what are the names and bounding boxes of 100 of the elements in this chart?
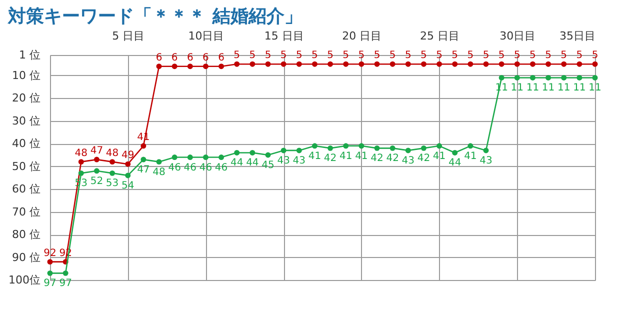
point: [250, 61, 256, 67]
point: [498, 61, 504, 67]
point: [374, 145, 380, 151]
point: [140, 156, 146, 162]
point: [296, 148, 302, 154]
data-label: 6: [202, 52, 209, 64]
data-label: 48: [74, 148, 88, 159]
point: [436, 61, 442, 67]
point: [483, 148, 489, 154]
point: [343, 61, 349, 67]
point: [561, 61, 567, 67]
data-label: 48: [152, 166, 166, 178]
data-label: 46: [168, 162, 181, 174]
point: [452, 150, 458, 156]
data-label: 5: [452, 50, 458, 62]
data-label: 11: [542, 82, 555, 94]
point: [405, 61, 411, 67]
data-label: 5: [327, 50, 334, 62]
data-label: 43: [402, 155, 415, 166]
point: [358, 61, 364, 67]
data-label: 48: [106, 148, 119, 159]
data-label: 11: [557, 82, 570, 94]
data-label: 97: [44, 278, 56, 290]
data-label: 5: [358, 50, 365, 62]
data-label: 46: [184, 162, 197, 174]
data-label: 6: [186, 52, 194, 64]
data-label: 5: [312, 50, 318, 62]
data-label: 41: [339, 150, 352, 162]
y-tick-label: 70 位: [12, 205, 40, 218]
data-label: 5: [530, 50, 536, 62]
data-label: 41: [308, 150, 322, 162]
data-label: 49: [121, 150, 134, 162]
point: [546, 74, 552, 80]
data-label: 5: [404, 50, 412, 62]
point: [452, 61, 458, 67]
point: [47, 270, 53, 276]
point: [110, 170, 116, 176]
x-tick-label: 30日目: [500, 30, 536, 42]
data-label: 5: [234, 50, 240, 62]
data-label: 5: [498, 50, 505, 62]
point: [576, 61, 582, 67]
data-label: 45: [262, 160, 274, 171]
point: [47, 259, 53, 265]
point: [296, 61, 302, 67]
chart-title: 対策キーワード「＊＊＊ 結婚紹介」: [7, 6, 302, 27]
point: [156, 64, 162, 70]
data-label: 46: [199, 162, 212, 174]
data-label: 5: [420, 50, 427, 62]
data-label: 5: [482, 50, 490, 62]
data-label: 43: [292, 155, 306, 166]
point: [172, 154, 178, 160]
data-label: 6: [218, 52, 224, 64]
point: [187, 154, 193, 160]
y-tick-label: 30 位: [12, 114, 40, 128]
point: [312, 143, 318, 149]
point: [514, 74, 520, 80]
point: [280, 148, 286, 154]
point: [62, 270, 68, 276]
point: [592, 74, 598, 80]
data-label: 41: [432, 150, 446, 162]
point: [358, 143, 364, 149]
x-tick-label: 35日目: [560, 30, 596, 42]
data-label: 42: [324, 153, 337, 164]
data-label: 42: [370, 153, 384, 164]
point: [405, 148, 411, 154]
y-tick-label: 20 位: [12, 92, 40, 105]
data-label: 44: [246, 158, 259, 169]
data-label: 54: [121, 180, 134, 192]
data-label: 6: [156, 52, 162, 64]
data-label: 11: [510, 82, 524, 94]
point: [187, 64, 193, 70]
point: [94, 156, 100, 162]
y-tick-label: 60 位: [12, 182, 40, 196]
y-tick-label: 10 位: [12, 68, 40, 82]
point: [576, 74, 582, 80]
data-label: 43: [277, 155, 290, 166]
data-label: 44: [230, 158, 244, 169]
point: [312, 61, 318, 67]
data-label: 52: [90, 176, 104, 187]
data-label: 5: [560, 50, 568, 62]
point: [546, 61, 552, 67]
data-label: 41: [464, 150, 477, 162]
point: [498, 74, 504, 80]
data-label: 5: [342, 50, 350, 62]
y-tick-label: 100位: [8, 274, 40, 286]
point: [390, 61, 396, 67]
data-label: 5: [374, 50, 380, 62]
data-label: 47: [90, 146, 104, 157]
data-label: 5: [576, 50, 583, 62]
x-tick-label: 15 日目: [264, 30, 304, 42]
point: [436, 143, 442, 149]
point: [343, 143, 349, 149]
x-tick-label: 20 日目: [342, 30, 382, 42]
data-label: 5: [436, 50, 442, 62]
point: [561, 74, 567, 80]
point: [420, 61, 426, 67]
point: [94, 168, 100, 174]
point: [328, 61, 334, 67]
point: [280, 61, 286, 67]
data-label: 97: [59, 278, 72, 290]
